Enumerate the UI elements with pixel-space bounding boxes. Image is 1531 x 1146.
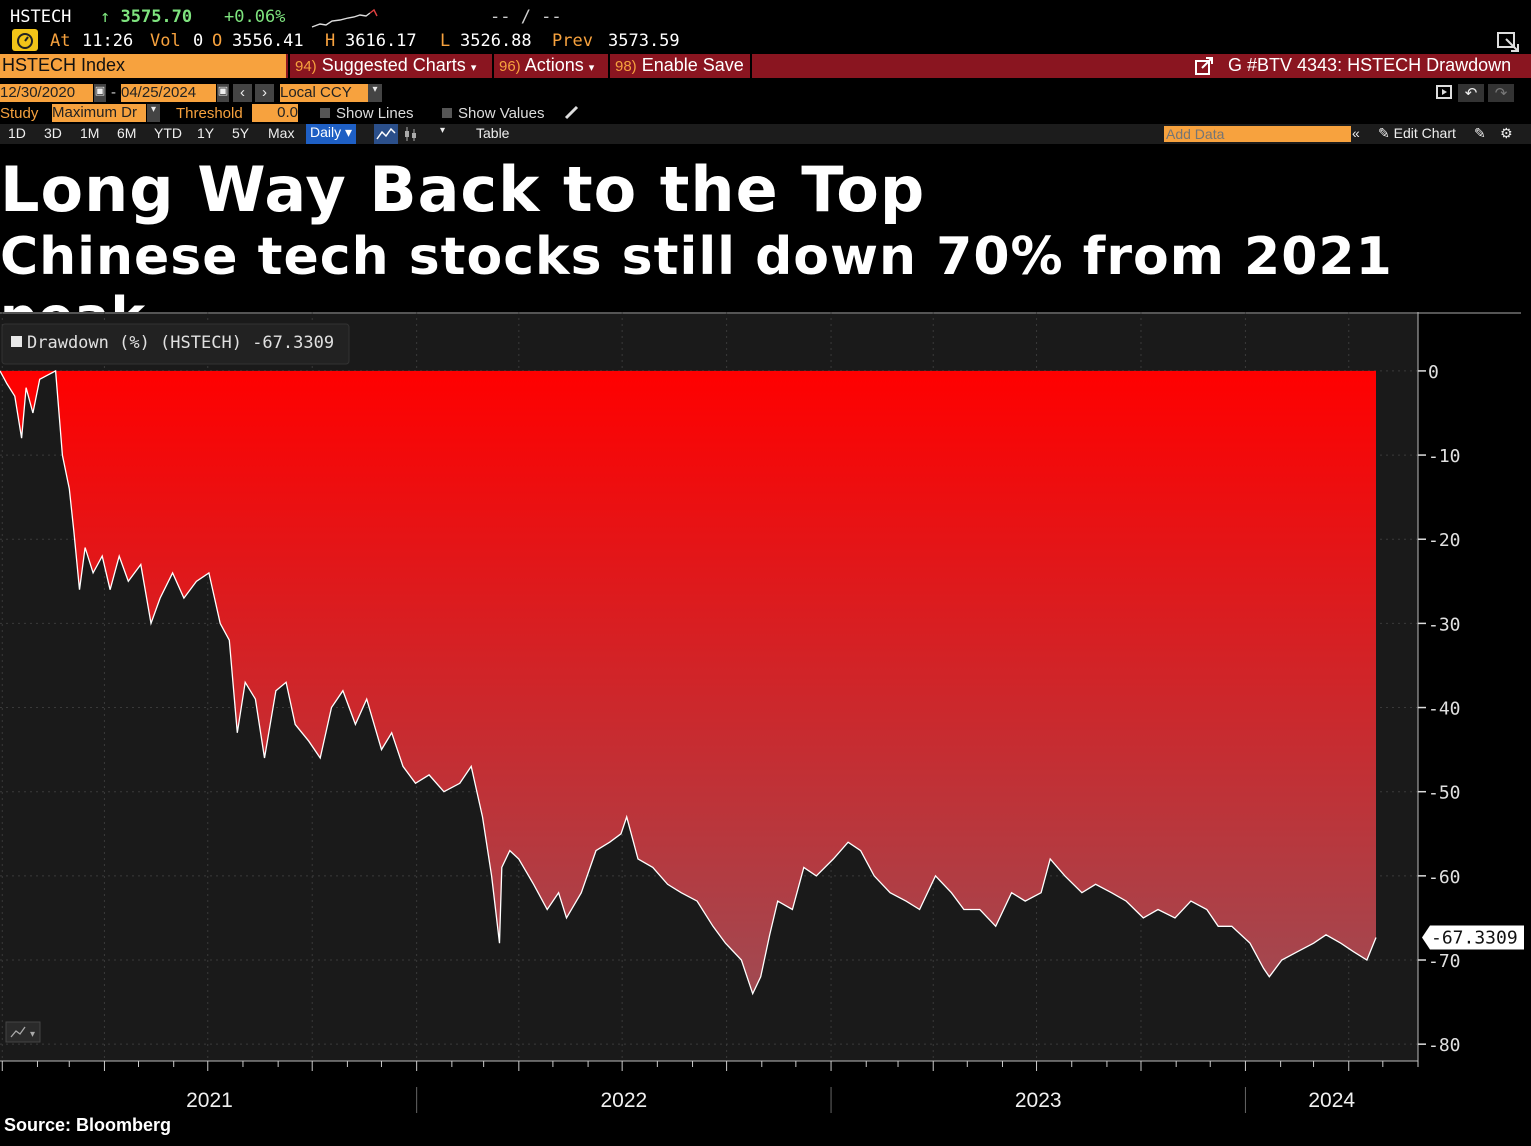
sparkline-icon [311, 8, 378, 28]
show-lines-checkbox[interactable]: Show Lines [320, 105, 414, 122]
x-axis: 2021 2022 2023 2024 [0, 1060, 1419, 1113]
y-tick-label: -60 [1428, 867, 1461, 888]
vol-label: Vol [150, 31, 181, 51]
enable-save-button[interactable]: 98) Enable Save [615, 55, 744, 75]
period-3d-button[interactable]: 3D [44, 125, 62, 141]
prev-value: 3573.59 [608, 31, 680, 51]
pencil-icon[interactable] [564, 104, 580, 124]
function-toolbar: HSTECH Index 94) Suggested Charts ▾ 96) … [0, 54, 1531, 78]
quote-line: HSTECH ↑ 3575.70 +0.06% -- / -- [0, 4, 1531, 30]
y-tick-label: -30 [1428, 614, 1461, 635]
chevron-down-icon[interactable]: ▾ [440, 125, 446, 136]
end-date-field[interactable]: 04/25/2024 [121, 84, 216, 102]
ticker[interactable]: HSTECH [10, 7, 72, 27]
high-value: 3616.17 [345, 31, 417, 51]
open-label: O [212, 31, 223, 51]
edit-icon[interactable]: ✎ [1474, 125, 1486, 141]
price-change: +0.06% [224, 7, 286, 27]
x-tick-label: 2021 [186, 1089, 233, 1112]
y-tick-label: -20 [1428, 530, 1461, 551]
y-tick-label: 0 [1428, 362, 1439, 383]
alert-icon[interactable] [12, 29, 38, 56]
start-date-field[interactable]: 12/30/2020 [0, 84, 93, 102]
period-ytd-button[interactable]: YTD [154, 125, 182, 141]
vol-value: 0 [193, 31, 204, 51]
calendar-icon[interactable]: ▣ [94, 84, 106, 102]
line-chart-icon[interactable] [374, 124, 398, 144]
next-period-button[interactable]: › [255, 84, 274, 102]
period-1y-button[interactable]: 1Y [197, 125, 215, 141]
threshold-input[interactable]: 0.0 [252, 104, 298, 122]
study-row: Study Maximum Dr ▾ Threshold 0.0 Show Li… [0, 104, 1531, 124]
edit-chart-button[interactable]: ✎ Edit Chart [1378, 125, 1456, 141]
actions-menu[interactable]: 96) Actions ▾ [499, 55, 595, 75]
high-label: H [325, 31, 336, 51]
drawdown-area [0, 370, 1376, 994]
present-icon[interactable] [1436, 83, 1454, 105]
candlestick-icon[interactable] [402, 125, 420, 146]
external-link-icon[interactable] [1194, 56, 1214, 81]
bid-ask: -- / -- [490, 7, 562, 27]
last-price: ↑ 3575.70 [100, 7, 193, 27]
prev-label: Prev [552, 31, 593, 51]
open-value: 3556.41 [232, 31, 304, 51]
x-tick-label: 2023 [1015, 1089, 1062, 1112]
frequency-select[interactable]: Daily ▾ [306, 124, 357, 144]
gear-icon[interactable]: ⚙ [1500, 125, 1513, 141]
chart-type-icon[interactable]: ▾ [5, 1021, 41, 1043]
stats-line: At 11:26 Vol 0 O 3556.41 H 3616.17 L 352… [0, 29, 1531, 54]
y-axis: 0 -10 -20 -30 -40 -50 -60 -70 -80 [1417, 312, 1461, 1061]
date-separator: - [111, 84, 116, 101]
period-5y-button[interactable]: 5Y [232, 125, 250, 141]
period-6m-button[interactable]: 6M [117, 125, 137, 141]
table-button[interactable]: Table [476, 125, 510, 141]
chart-title: Long Way Back to the Top [0, 153, 926, 226]
time-value: 11:26 [82, 31, 134, 51]
period-max-button[interactable]: Max [268, 125, 295, 141]
y-tick-label: -80 [1428, 1035, 1461, 1056]
popout-icon[interactable] [1496, 29, 1522, 58]
y-tick-label: -40 [1428, 699, 1461, 720]
period-1d-button[interactable]: 1D [8, 125, 26, 141]
x-tick-label: 2022 [600, 1089, 647, 1112]
svg-text:-67.3309: -67.3309 [1431, 928, 1518, 949]
chevron-down-icon[interactable]: ▾ [368, 84, 382, 102]
threshold-label: Threshold [176, 105, 243, 122]
last-value-tag: -67.3309 [1422, 925, 1524, 950]
undo-icon[interactable]: ↶ [1458, 84, 1484, 102]
y-tick-label: -70 [1428, 951, 1461, 972]
drawdown-chart: 0-10-20-30-40-50-60-70-80 2021 2022 2023 20… [0, 312, 1524, 1113]
calendar-icon[interactable]: ▣ [217, 84, 229, 102]
legend-swatch [11, 336, 22, 347]
low-value: 3526.88 [460, 31, 532, 51]
currency-select[interactable]: Local CCY [280, 84, 368, 102]
period-toolbar: 1D 3D 1M 6M YTD 1Y 5Y Max Daily ▾ ▾ Tabl… [0, 124, 1531, 144]
chevron-down-icon[interactable]: ▾ [147, 104, 160, 122]
y-tick-label: -50 [1428, 783, 1461, 804]
period-1m-button[interactable]: 1M [80, 125, 100, 141]
at-label: At [50, 31, 71, 51]
source-note: Source: Bloomberg [4, 1115, 172, 1135]
collapse-icon[interactable]: « [1352, 125, 1360, 141]
svg-text:▾: ▾ [30, 1029, 35, 1040]
redo-icon[interactable]: ↷ [1488, 84, 1514, 102]
legend-label: Drawdown (%) (HSTECH) -67.3309 [27, 333, 334, 353]
study-label: Study [0, 105, 39, 122]
low-label: L [440, 31, 451, 51]
x-tick-label: 2024 [1308, 1089, 1355, 1112]
drawdown-line [0, 369, 1377, 996]
function-title: G #BTV 4343: HSTECH Drawdown [1228, 55, 1512, 75]
y-tick-label: -10 [1428, 446, 1461, 467]
prev-period-button[interactable]: ‹ [233, 84, 252, 102]
study-select[interactable]: Maximum Dr [52, 104, 146, 122]
add-data-input[interactable] [1164, 126, 1351, 142]
security-field[interactable]: HSTECH Index [0, 54, 286, 78]
show-values-checkbox[interactable]: Show Values [442, 105, 544, 122]
suggested-charts-menu[interactable]: 94) Suggested Charts ▾ [295, 55, 477, 75]
legend[interactable]: Drawdown (%) (HSTECH) -67.3309 [1, 323, 350, 365]
date-range-row: 12/30/2020 ▣ - 04/25/2024 ▣ ‹ › Local CC… [0, 82, 1531, 104]
